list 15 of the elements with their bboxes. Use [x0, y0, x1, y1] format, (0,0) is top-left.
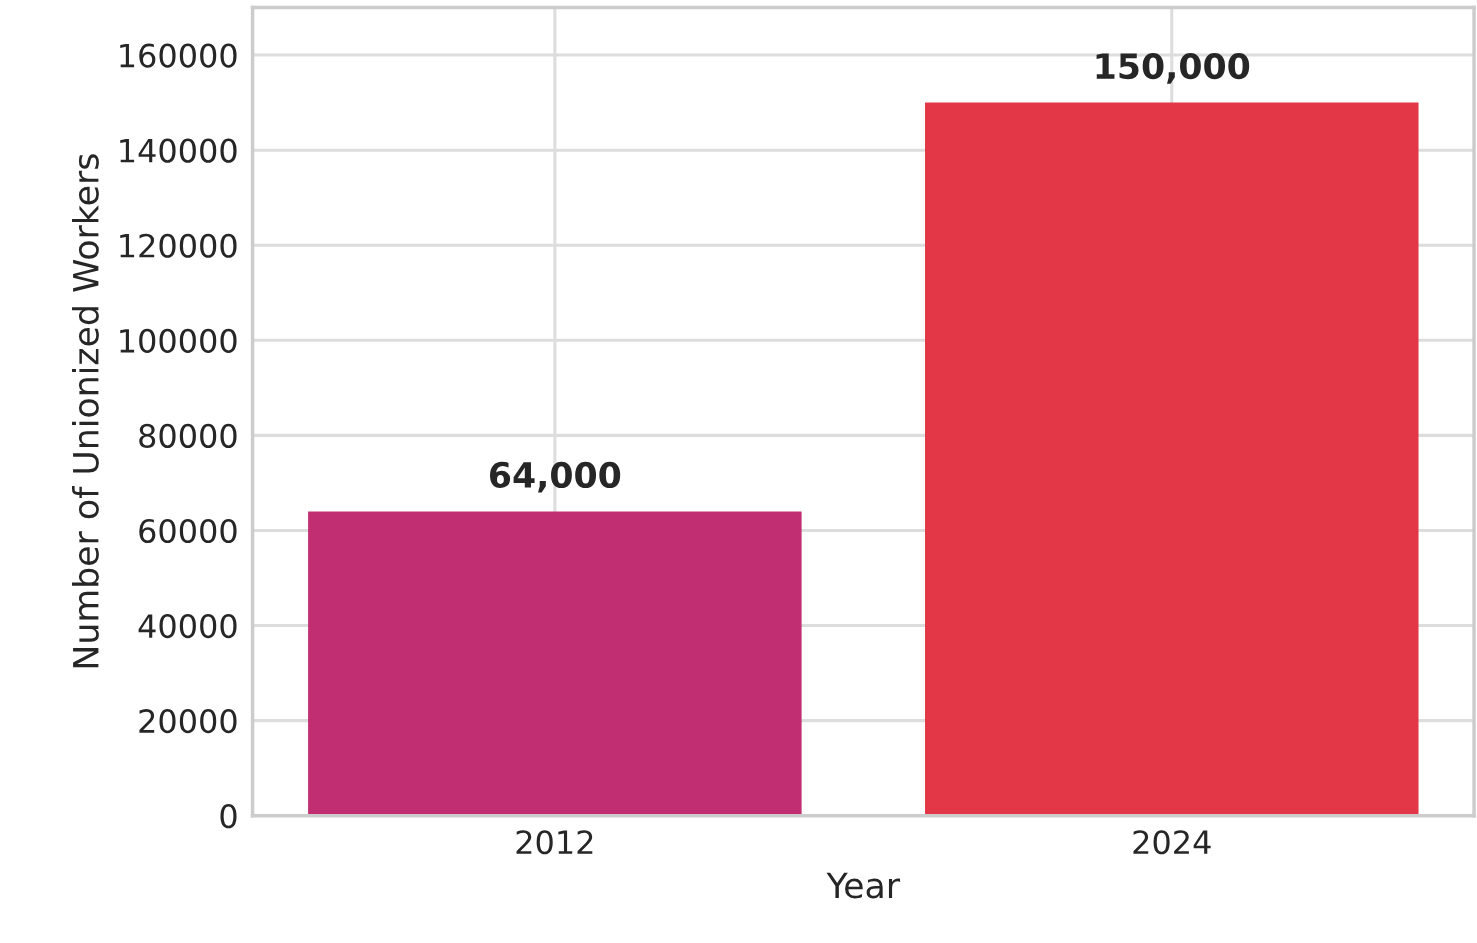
x-tick-label: 2024: [1133, 830, 1211, 855]
y-tick-label: 40000: [138, 613, 237, 639]
y-tick-label: 140000: [120, 138, 237, 163]
y-tick-label: 20000: [139, 709, 237, 734]
y-axis-title: Number of Unionized Workers: [72, 154, 99, 668]
y-tick-label: 60000: [139, 518, 237, 544]
y-tick-label: 0: [220, 804, 237, 829]
y-tick-label: 120000: [120, 233, 237, 258]
x-axis-title: Year: [826, 872, 901, 899]
x-tick-label: 2012: [516, 830, 593, 855]
y-tick-label: 160000: [120, 43, 237, 68]
data-label: 150,000: [1096, 52, 1250, 84]
data-label: 64,000: [490, 461, 621, 493]
y-tick-label: 80000: [139, 423, 237, 448]
y-tick-label: 100000: [120, 328, 237, 353]
